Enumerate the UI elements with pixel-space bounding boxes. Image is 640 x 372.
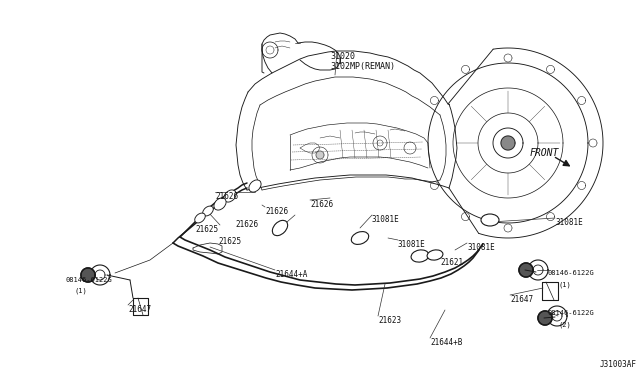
Text: 31081E: 31081E [467, 243, 495, 252]
Text: (1): (1) [558, 281, 571, 288]
Text: 21647: 21647 [510, 295, 533, 304]
Text: 08146-6122G: 08146-6122G [548, 310, 595, 316]
Text: 21647: 21647 [128, 305, 151, 314]
Ellipse shape [224, 190, 236, 202]
Polygon shape [501, 136, 515, 150]
Text: FRONT: FRONT [530, 148, 559, 158]
Ellipse shape [351, 232, 369, 244]
Ellipse shape [481, 214, 499, 226]
Text: 21626: 21626 [310, 200, 333, 209]
Text: 21626: 21626 [235, 220, 258, 229]
Text: 21625: 21625 [195, 225, 218, 234]
Ellipse shape [214, 198, 226, 210]
Polygon shape [519, 263, 533, 277]
Text: 31020: 31020 [330, 52, 355, 61]
Text: 21621: 21621 [440, 258, 463, 267]
Text: 21623: 21623 [378, 316, 401, 325]
Text: 21626: 21626 [215, 192, 238, 201]
Text: 31081E: 31081E [372, 215, 400, 224]
Text: 08146-6122G: 08146-6122G [65, 277, 112, 283]
Polygon shape [316, 151, 324, 159]
Text: 21626: 21626 [265, 207, 288, 216]
Polygon shape [538, 311, 552, 325]
Text: 3102MP(REMAN): 3102MP(REMAN) [330, 62, 395, 71]
Text: 21644+A: 21644+A [275, 270, 307, 279]
Ellipse shape [411, 250, 429, 262]
Ellipse shape [195, 213, 205, 223]
Text: 31081E: 31081E [555, 218, 583, 227]
Text: 31081E: 31081E [398, 240, 426, 249]
Text: 21625: 21625 [218, 237, 241, 246]
Ellipse shape [249, 180, 261, 192]
Text: (2): (2) [558, 321, 571, 327]
Polygon shape [81, 268, 95, 282]
Ellipse shape [427, 250, 443, 260]
Ellipse shape [203, 206, 213, 216]
Text: J31003AF: J31003AF [600, 360, 637, 369]
Text: (1): (1) [75, 288, 88, 295]
Text: 08146-6122G: 08146-6122G [548, 270, 595, 276]
Text: 21644+B: 21644+B [430, 338, 462, 347]
Ellipse shape [273, 220, 287, 235]
